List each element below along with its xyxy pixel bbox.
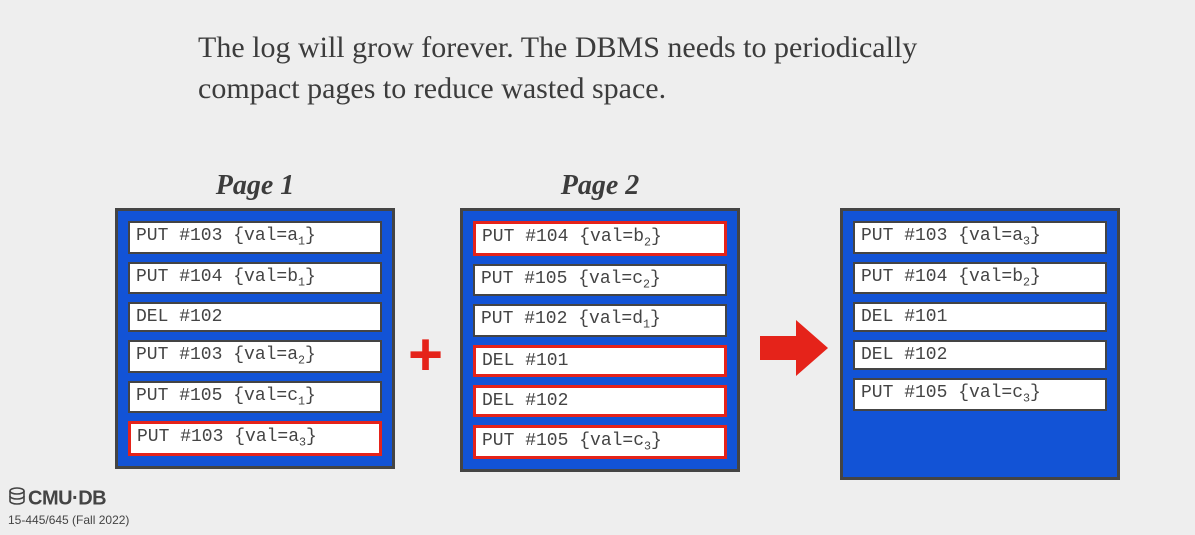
plus-icon: + <box>408 320 443 389</box>
log-entry: DEL #101 <box>853 302 1107 332</box>
page2-label: Page 2 <box>460 170 740 202</box>
log-entry: DEL #102 <box>128 302 382 332</box>
page1-label: Page 1 <box>115 170 395 202</box>
log-entry: DEL #102 <box>853 340 1107 370</box>
log-entry: PUT #105 {val=c1} <box>128 381 382 414</box>
log-entry: PUT #104 {val=b1} <box>128 262 382 295</box>
caption-text: The log will grow forever. The DBMS need… <box>198 28 1018 109</box>
log-entry: DEL #102 <box>473 385 727 417</box>
log-entry: PUT #104 {val=b2} <box>853 262 1107 295</box>
log-entry: PUT #103 {val=a3} <box>128 421 382 456</box>
page3-container: PUT #103 {val=a3} PUT #104 {val=b2} DEL #1… <box>840 208 1120 480</box>
log-entry: PUT #103 {val=a2} <box>128 340 382 373</box>
page1-container: PUT #103 {val=a1} PUT #104 {val=b1} DEL #1… <box>115 208 395 469</box>
log-entry: DEL #101 <box>473 345 727 377</box>
arrow-icon <box>760 320 828 381</box>
footer-logo: CMU·DB <box>8 487 106 511</box>
footer-logo-text: CMU·DB <box>28 487 106 509</box>
db-icon <box>8 487 26 511</box>
log-entry: PUT #102 {val=d1} <box>473 304 727 337</box>
footer-subtext: 15-445/645 (Fall 2022) <box>8 513 129 527</box>
page2-container: PUT #104 {val=b2} PUT #105 {val=c2} PUT #1… <box>460 208 740 472</box>
log-entry: PUT #104 {val=b2} <box>473 221 727 256</box>
log-entry: PUT #103 {val=a1} <box>128 221 382 254</box>
log-entry: PUT #105 {val=c3} <box>473 425 727 460</box>
log-entry: PUT #105 {val=c2} <box>473 264 727 297</box>
log-entry: PUT #105 {val=c3} <box>853 378 1107 411</box>
log-entry: PUT #103 {val=a3} <box>853 221 1107 254</box>
